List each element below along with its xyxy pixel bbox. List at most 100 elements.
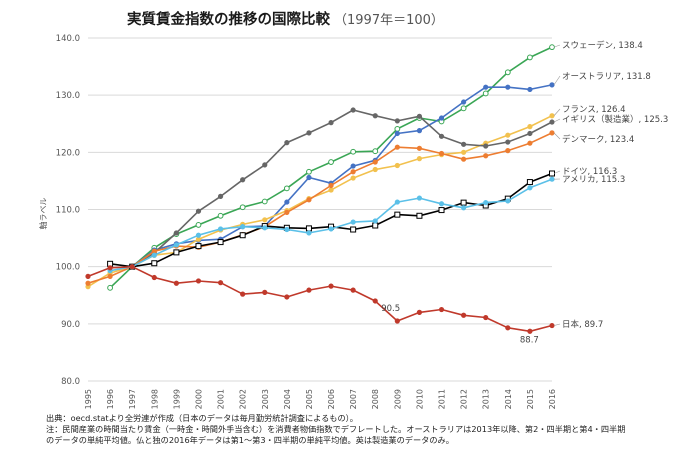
- x-tick-label: 2011: [438, 389, 447, 409]
- series-end-label: デンマーク, 123.4: [562, 134, 634, 145]
- data-point: [240, 291, 246, 297]
- x-tick-label: 2015: [526, 389, 535, 409]
- data-point: [372, 148, 379, 155]
- data-point: [217, 239, 224, 246]
- data-point: [526, 179, 533, 186]
- data-point: [306, 130, 312, 136]
- data-point: [549, 176, 555, 182]
- data-point: [350, 169, 356, 175]
- data-point: [350, 107, 356, 113]
- data-point: [173, 242, 179, 248]
- data-point: [549, 119, 555, 125]
- data-point: [461, 312, 467, 318]
- data-point: [372, 159, 378, 165]
- x-tick-label: 2004: [283, 389, 292, 409]
- data-point: [350, 163, 356, 169]
- data-point: [261, 198, 268, 205]
- data-point: [416, 309, 423, 316]
- data-point: [394, 125, 401, 132]
- data-point: [505, 148, 511, 154]
- data-point: [549, 130, 555, 136]
- x-tick-label: 1996: [106, 389, 115, 409]
- x-tick-label: 1995: [84, 389, 93, 409]
- data-point: [239, 232, 246, 239]
- series-end-label: イギリス（製造業）, 125.3: [562, 114, 668, 125]
- data-point: [416, 128, 423, 134]
- x-tick-label: 2008: [371, 389, 380, 409]
- data-point: [527, 185, 533, 191]
- data-point: [549, 44, 555, 51]
- data-point: [306, 230, 312, 236]
- data-point: [284, 294, 290, 300]
- series-end-label: 日本, 89.7: [562, 319, 603, 330]
- data-point: [416, 195, 423, 201]
- series-line: [87, 132, 553, 284]
- data-point: [372, 113, 378, 119]
- data-point: [195, 243, 202, 250]
- x-tick-label: 1999: [172, 389, 181, 409]
- data-point: [461, 156, 467, 162]
- annotation-label: 88.7: [520, 335, 539, 345]
- data-point: [461, 149, 467, 155]
- data-point: [460, 105, 467, 112]
- data-point: [438, 133, 445, 139]
- label-leader: [553, 118, 561, 123]
- data-point: [284, 140, 290, 146]
- label-leader: [553, 170, 561, 174]
- data-point: [527, 130, 533, 137]
- x-tick-label: 2003: [261, 389, 270, 409]
- label-leader: [553, 75, 561, 86]
- data-point: [305, 225, 312, 232]
- series-line: [87, 114, 553, 288]
- series-end-label: フランス, 126.4: [562, 105, 626, 115]
- data-point: [284, 199, 290, 205]
- y-tick-label: 90.0: [61, 320, 80, 330]
- data-point: [461, 141, 467, 147]
- data-point: [217, 212, 224, 219]
- data-point: [483, 314, 489, 321]
- data-point: [372, 298, 378, 304]
- data-point: [262, 289, 268, 295]
- chart-title: 実質賃金指数の推移の国際比較: [127, 10, 330, 28]
- label-leader: [553, 323, 561, 326]
- y-tick-label: 80.0: [61, 377, 80, 387]
- data-point: [195, 208, 202, 214]
- label-leader: [553, 132, 561, 140]
- y-tick-label: 100.0: [56, 263, 80, 273]
- data-point: [350, 175, 356, 181]
- data-point: [438, 207, 445, 214]
- data-point: [416, 113, 423, 119]
- data-point: [262, 225, 268, 231]
- data-point: [328, 120, 334, 126]
- x-tick-label: 2009: [393, 389, 402, 409]
- data-point: [505, 132, 511, 138]
- data-point: [372, 218, 378, 224]
- source-note-line-3: のデータの単純平均値。仏と独の2016年データは第1〜第3・四半期の単純平均値。…: [46, 435, 454, 446]
- x-tick-label: 2013: [482, 389, 491, 409]
- data-point: [306, 287, 312, 293]
- data-point: [483, 200, 489, 206]
- data-point: [394, 144, 400, 150]
- data-point: [151, 274, 157, 281]
- data-point: [350, 287, 356, 293]
- data-point: [107, 265, 113, 271]
- data-point: [482, 90, 489, 97]
- x-tick-label: 2000: [194, 389, 203, 409]
- y-tick-label: 120.0: [56, 148, 80, 158]
- x-tick-label: 1997: [128, 389, 137, 409]
- data-point: [173, 249, 180, 256]
- data-point: [438, 306, 445, 313]
- series-end-label: スウェーデン, 138.4: [562, 40, 643, 51]
- y-tick-label: 110.0: [56, 206, 80, 216]
- data-point: [549, 170, 555, 177]
- data-point: [239, 204, 246, 211]
- data-point: [195, 222, 202, 228]
- series-end-label: ドイツ, 116.3: [562, 167, 617, 177]
- data-point: [217, 193, 224, 199]
- source-note-line-1: 出典：oecd.statより全労連が作成（日本のデータは毎月勤労統計調査によるも…: [46, 413, 358, 423]
- series-日本: [85, 264, 555, 334]
- axes: 80.0 90.0 100.0 110.0 120.0 130.0 140.0 軸ラベル 199…: [38, 34, 557, 409]
- data-point: [527, 124, 533, 130]
- data-point: [129, 264, 135, 270]
